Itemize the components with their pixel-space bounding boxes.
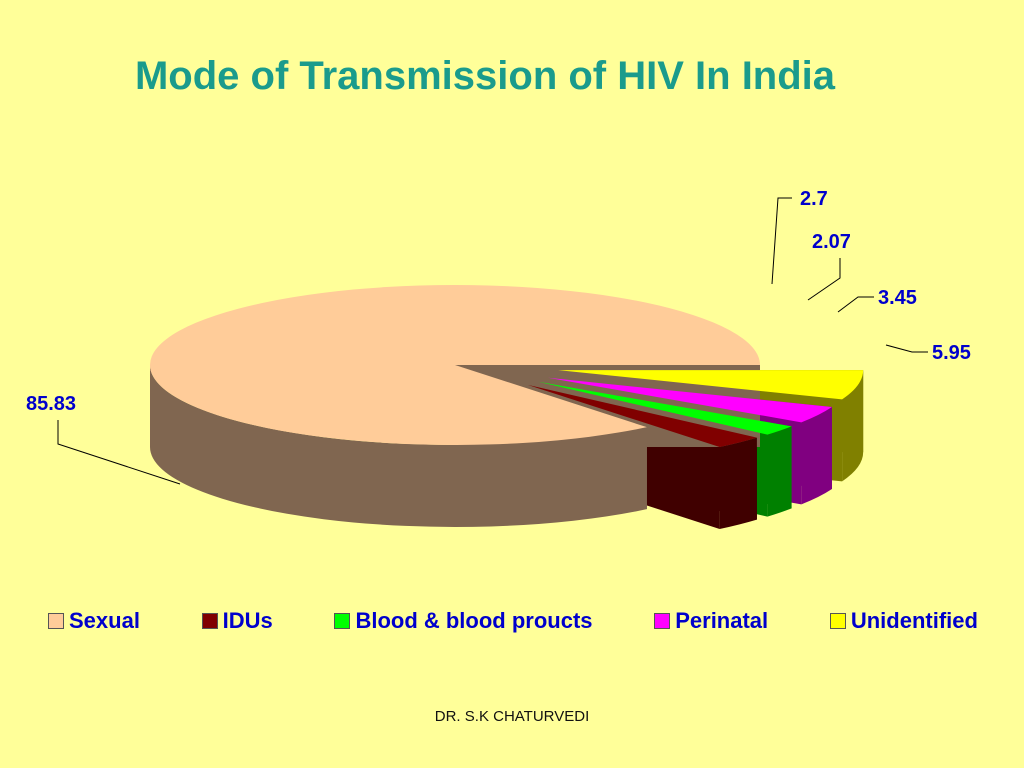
legend-item-sexual: Sexual — [48, 608, 140, 634]
legend-label-blood: Blood & blood proucts — [355, 608, 593, 633]
leader-line-idus — [771, 197, 792, 285]
legend-label-idus: IDUs — [222, 608, 273, 633]
legend-item-blood: Blood & blood proucts — [334, 608, 593, 634]
footer-author: DR. S.K CHATURVEDI — [434, 708, 590, 725]
pie-slice-blood — [538, 381, 792, 435]
pie-slice-tops — [149, 285, 864, 448]
pie-side-blood — [767, 426, 792, 517]
pie-slice-sexual — [149, 285, 760, 446]
leader-line-unidentified — [885, 344, 928, 353]
legend-label-perinatal: Perinatal — [675, 608, 769, 633]
label-leader-lines — [57, 197, 928, 485]
data-label-sexual: 85.83 — [26, 393, 76, 415]
chart-legend: Sexual IDUs Blood & blood proucts Perina… — [48, 608, 978, 634]
legend-item-idus: IDUs — [201, 608, 273, 634]
leader-line-perinatal — [837, 296, 874, 313]
legend-swatch-sexual — [48, 613, 64, 629]
data-label-idus: 2.7 — [800, 188, 828, 210]
pie-slice-idus — [527, 384, 757, 448]
legend-label-unidentified: Unidentified — [850, 608, 978, 633]
legend-swatch-blood — [334, 613, 351, 629]
pie-side-idus — [719, 437, 757, 530]
pie-side-unidentified — [842, 370, 864, 482]
legend-item-unidentified: Unidentified — [829, 608, 978, 634]
pie-slice-unidentified — [558, 370, 864, 400]
leader-line-sexual — [57, 420, 181, 485]
leader-line-blood — [807, 258, 841, 301]
legend-label-sexual: Sexual — [69, 608, 140, 633]
data-label-blood: 2.07 — [812, 231, 851, 253]
pie-side-sexual — [150, 365, 647, 528]
legend-swatch-idus — [201, 613, 218, 629]
data-label-perinatal: 3.45 — [878, 287, 917, 309]
pie-chart: 85.83 2.7 2.07 3.45 5.95 — [26, 188, 971, 530]
legend-swatch-unidentified — [829, 613, 846, 629]
legend-item-perinatal: Perinatal — [654, 608, 768, 634]
legend-swatch-perinatal — [654, 613, 671, 629]
pie-slice-perinatal — [548, 377, 832, 423]
data-labels: 85.83 2.7 2.07 3.45 5.95 — [26, 188, 971, 415]
pie-side-perinatal — [801, 406, 832, 505]
chart-title: Mode of Transmission of HIV In India — [134, 54, 836, 98]
data-label-unidentified: 5.95 — [932, 342, 971, 364]
